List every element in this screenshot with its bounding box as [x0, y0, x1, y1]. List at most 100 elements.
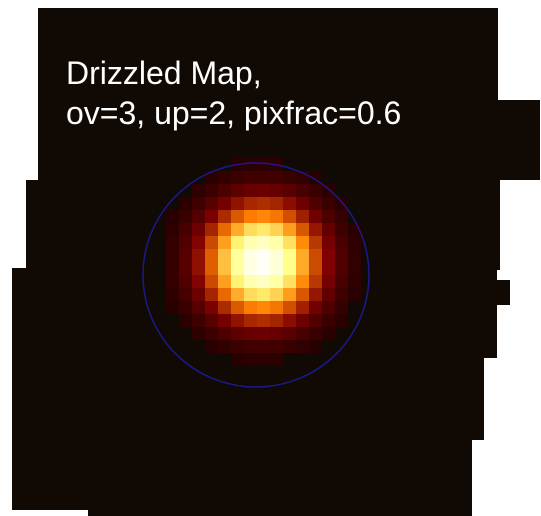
pixel	[244, 158, 257, 171]
pixel	[166, 249, 179, 262]
pixel	[309, 236, 322, 249]
pixel	[218, 262, 231, 275]
pixel	[231, 353, 244, 366]
pixel	[244, 301, 257, 314]
pixel	[192, 275, 205, 288]
pixel	[335, 236, 348, 249]
pixel	[335, 210, 348, 223]
footprint-part	[88, 505, 472, 516]
pixel	[231, 223, 244, 236]
pixel	[166, 301, 179, 314]
pixel	[335, 249, 348, 262]
pixel	[231, 340, 244, 353]
pixel	[257, 327, 270, 340]
map-view: Drizzled Map, ov=3, up=2, pixfrac=0.6	[0, 0, 541, 516]
pixel	[192, 288, 205, 301]
pixel	[309, 301, 322, 314]
pixel	[270, 288, 283, 301]
pixel	[296, 262, 309, 275]
pixel	[218, 184, 231, 197]
pixel	[257, 353, 270, 366]
pixel	[270, 197, 283, 210]
pixel	[270, 301, 283, 314]
pixel	[192, 314, 205, 327]
pixel	[231, 301, 244, 314]
pixel	[257, 262, 270, 275]
pixel	[309, 288, 322, 301]
pixel	[348, 236, 361, 249]
pixel	[348, 249, 361, 262]
pixel	[322, 197, 335, 210]
pixel	[257, 301, 270, 314]
pixel	[322, 210, 335, 223]
pixel	[179, 210, 192, 223]
pixel	[296, 275, 309, 288]
pixel	[244, 249, 257, 262]
pixel	[283, 275, 296, 288]
pixel	[309, 210, 322, 223]
pixel	[205, 262, 218, 275]
pixel	[283, 171, 296, 184]
pixel	[322, 262, 335, 275]
pixel	[205, 314, 218, 327]
pixel	[205, 223, 218, 236]
footprint-part	[497, 280, 510, 305]
pixel	[257, 288, 270, 301]
pixel	[257, 340, 270, 353]
pixel	[205, 210, 218, 223]
pixel	[270, 327, 283, 340]
pixel	[179, 301, 192, 314]
pixel	[244, 314, 257, 327]
pixel	[192, 210, 205, 223]
pixel	[166, 288, 179, 301]
pixel	[218, 223, 231, 236]
pixel	[348, 275, 361, 288]
pixel	[205, 249, 218, 262]
pixel	[335, 262, 348, 275]
pixel	[257, 223, 270, 236]
footprint-part	[12, 355, 484, 440]
pixel	[231, 327, 244, 340]
source-pixels	[166, 158, 361, 366]
pixel	[257, 275, 270, 288]
pixel	[244, 184, 257, 197]
pixel	[205, 197, 218, 210]
pixel	[244, 236, 257, 249]
pixel	[179, 223, 192, 236]
pixel	[179, 197, 192, 210]
pixel	[335, 314, 348, 327]
pixel	[296, 210, 309, 223]
pixel	[166, 236, 179, 249]
pixel	[348, 288, 361, 301]
pixel	[205, 301, 218, 314]
pixel	[283, 236, 296, 249]
pixel	[244, 327, 257, 340]
pixel	[231, 171, 244, 184]
pixel	[309, 262, 322, 275]
pixel	[244, 262, 257, 275]
pixel	[218, 340, 231, 353]
pixel	[309, 340, 322, 353]
pixel	[231, 236, 244, 249]
pixel	[348, 262, 361, 275]
pixel	[283, 340, 296, 353]
pixel	[283, 210, 296, 223]
pixel	[270, 236, 283, 249]
pixel	[179, 288, 192, 301]
pixel	[205, 236, 218, 249]
pixel	[179, 275, 192, 288]
pixel	[322, 314, 335, 327]
pixel	[296, 340, 309, 353]
pixel	[218, 301, 231, 314]
pixel	[296, 236, 309, 249]
pixel	[283, 288, 296, 301]
pixel	[218, 197, 231, 210]
pixel	[192, 223, 205, 236]
pixel	[283, 197, 296, 210]
pixel	[270, 314, 283, 327]
pixel	[335, 275, 348, 288]
pixel	[309, 197, 322, 210]
pixel	[335, 301, 348, 314]
pixel	[270, 210, 283, 223]
pixel	[296, 327, 309, 340]
